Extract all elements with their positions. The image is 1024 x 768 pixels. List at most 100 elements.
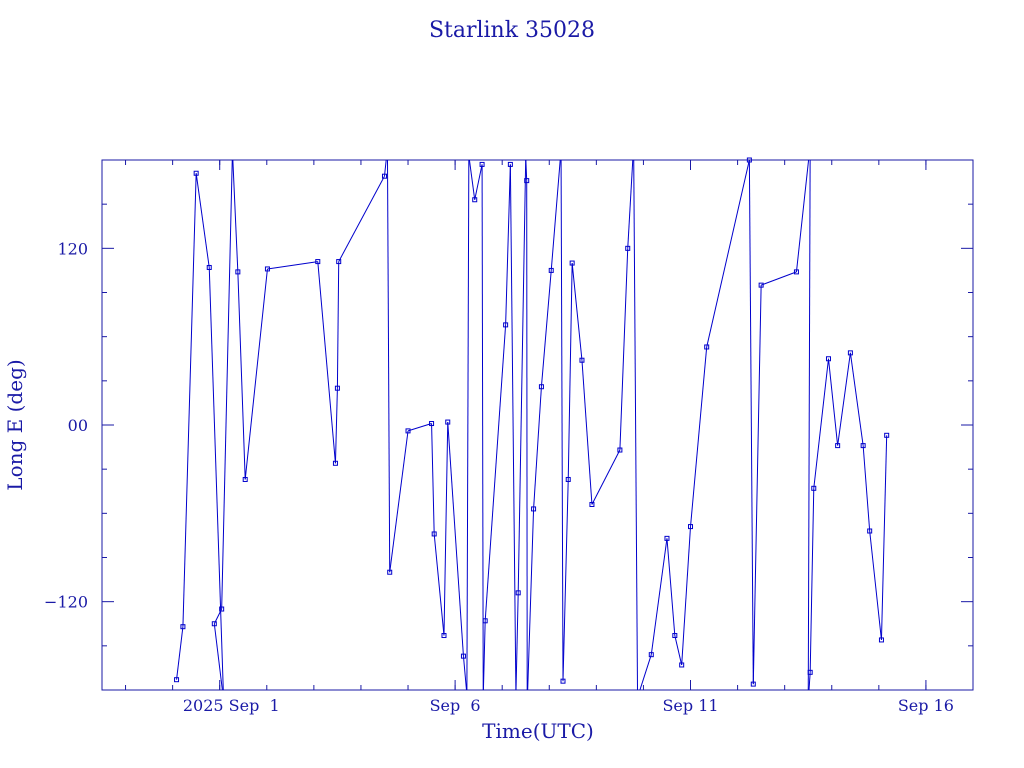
- series-segment: [681, 526, 692, 666]
- series-segment: [474, 164, 483, 200]
- data-point: [381, 173, 387, 179]
- series-segment: [509, 164, 517, 690]
- series-segment: [338, 175, 385, 262]
- y-tick-label: 120: [57, 239, 88, 258]
- series-segment: [619, 248, 629, 451]
- plot-frame: [101, 159, 974, 691]
- series-segment: [808, 672, 811, 690]
- data-point: [174, 677, 180, 683]
- x-axis-tick-labels: 2025 Sep 1 Sep 6 Sep 11 Sep 16: [183, 696, 954, 715]
- data-point: [431, 531, 437, 537]
- series-segment: [481, 164, 484, 690]
- data-point: [180, 624, 186, 630]
- series-segment: [221, 160, 233, 610]
- data-point: [548, 267, 554, 273]
- series-segment: [482, 620, 486, 690]
- series-segment: [760, 271, 797, 286]
- data-point: [264, 266, 270, 272]
- series-segment: [540, 270, 552, 387]
- data-point: [482, 618, 488, 624]
- series-segment: [443, 422, 449, 636]
- series-segment: [237, 271, 246, 480]
- series-segment: [795, 160, 810, 272]
- data-point: [565, 476, 571, 482]
- data-point: [336, 259, 342, 265]
- series-segment: [505, 164, 511, 325]
- series-segment: [869, 530, 882, 640]
- series-segment: [386, 160, 391, 573]
- data-point: [867, 528, 873, 534]
- y-axis-tick-labels: 120 00 −120: [44, 239, 88, 611]
- data-point: [835, 443, 841, 449]
- series-segment: [267, 261, 318, 270]
- series-segment: [527, 508, 535, 690]
- data-point: [648, 652, 654, 658]
- data-point: [884, 432, 890, 438]
- series-segment: [813, 358, 829, 489]
- data-point: [664, 535, 670, 541]
- y-tick-label: −120: [44, 593, 88, 612]
- data-point: [860, 443, 866, 449]
- data-point: [811, 485, 817, 491]
- series-segment: [525, 160, 528, 181]
- data-point: [460, 653, 466, 659]
- series-segment: [581, 360, 593, 505]
- data-point: [445, 419, 451, 425]
- data-point: [472, 197, 478, 203]
- data-point: [679, 662, 685, 668]
- data-point: [332, 460, 338, 466]
- series-segment: [232, 160, 239, 272]
- series-segment: [462, 656, 467, 690]
- series-segment: [208, 267, 224, 690]
- data-point: [672, 633, 678, 639]
- data-point: [531, 506, 537, 512]
- data-point: [688, 524, 694, 530]
- x-tick-label: Sep 6: [430, 696, 481, 715]
- data-point: [579, 357, 585, 363]
- series-segment: [317, 261, 336, 464]
- series-segment: [862, 445, 871, 532]
- series-segment: [560, 160, 564, 682]
- x-tick-label: 2025 Sep 1: [183, 696, 280, 715]
- data-point: [617, 447, 623, 453]
- series-segment: [674, 635, 683, 666]
- series-segment: [633, 160, 638, 690]
- y-tick-label: 00: [68, 416, 88, 435]
- data-point: [524, 178, 530, 184]
- series-segment: [690, 346, 708, 527]
- series-segment: [182, 173, 197, 627]
- series-segment: [244, 268, 268, 480]
- series-segment: [880, 435, 888, 640]
- series-segment: [484, 324, 507, 621]
- chart-title: Starlink 35028: [429, 18, 595, 43]
- data-point: [479, 161, 485, 167]
- data-point: [515, 590, 521, 596]
- y-axis-ticks: [102, 203, 973, 647]
- data-point: [793, 269, 799, 275]
- series-segment: [468, 160, 476, 200]
- series-segment: [466, 160, 470, 690]
- data-point: [825, 356, 831, 362]
- series-segment: [591, 449, 621, 505]
- marker-layer: [174, 157, 890, 687]
- series-segment: [639, 654, 652, 690]
- data-point: [569, 260, 575, 266]
- data-point: [441, 633, 447, 639]
- series-segment: [515, 592, 519, 690]
- data-point: [334, 385, 340, 391]
- series-segment: [389, 430, 409, 573]
- series-segment: [706, 160, 750, 348]
- series-segment: [433, 533, 445, 636]
- series-segment: [562, 479, 569, 682]
- x-axis-ticks: [125, 160, 974, 690]
- series-segment: [748, 160, 754, 685]
- series-segment: [334, 388, 338, 464]
- series-segment: [837, 352, 851, 446]
- series-segment: [533, 386, 542, 509]
- data-point: [807, 669, 813, 675]
- data-point: [538, 384, 544, 390]
- data-point: [758, 282, 764, 288]
- data-point: [503, 322, 509, 328]
- series-segment: [336, 261, 340, 389]
- series-segment: [176, 626, 184, 680]
